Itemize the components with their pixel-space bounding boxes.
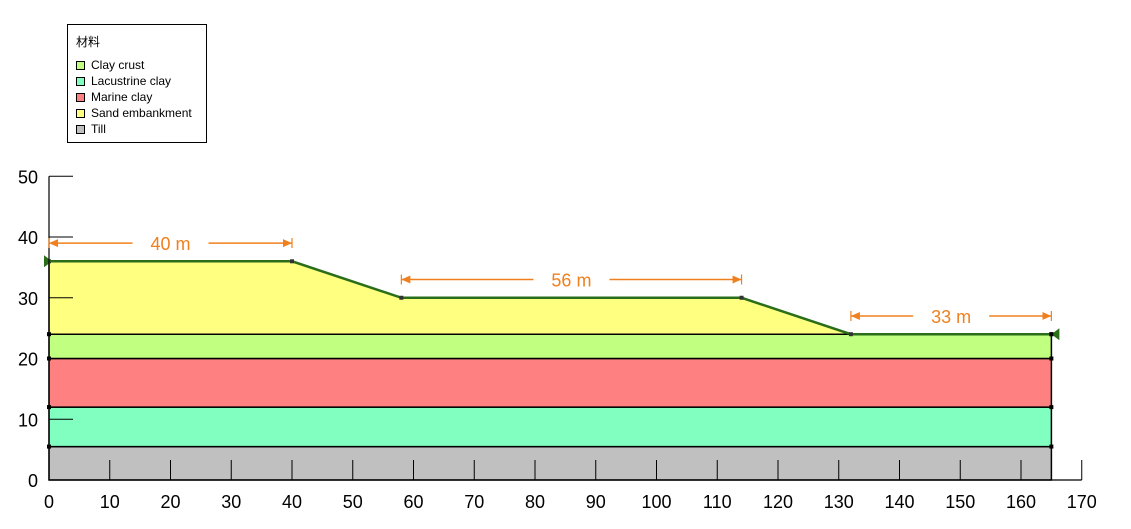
layer-marine-clay — [48, 357, 1053, 408]
dimension-label: 33 m — [931, 307, 971, 327]
legend-item-lacustrine-clay: Lacustrine clay — [76, 74, 171, 88]
x-tick-label: 160 — [1006, 492, 1036, 512]
boundary-marker-left — [44, 255, 52, 268]
y-tick-label: 20 — [18, 350, 38, 370]
soil-layers — [48, 260, 1053, 481]
legend-swatch-marine-clay — [76, 92, 85, 102]
y-tick-label: 50 — [18, 167, 38, 187]
ground-surface-line — [49, 260, 1052, 336]
x-tick-label: 80 — [525, 492, 545, 512]
y-tick-label: 40 — [18, 228, 38, 248]
dimension-label: 40 m — [150, 234, 190, 254]
surface-vertex — [848, 332, 853, 337]
layer-lacustrine-clay — [48, 406, 1053, 448]
legend-swatch-sand-embankment — [76, 108, 85, 118]
y-tick-label: 10 — [18, 410, 38, 430]
legend-item-marine-clay: Marine clay — [76, 90, 152, 104]
x-tick-label: 40 — [282, 492, 302, 512]
x-tick-label: 10 — [100, 492, 120, 512]
dimension-lines: 40 m 56 m 33 m — [48, 234, 1052, 327]
legend-title: 材料 — [76, 35, 101, 49]
layer-vertex — [1049, 405, 1054, 410]
legend-label-till: Till — [91, 122, 106, 136]
legend-swatch-clay-crust — [76, 60, 85, 70]
x-tick-label: 170 — [1067, 492, 1097, 512]
legend-item-sand-embankment: Sand embankment — [76, 106, 192, 120]
x-tick-label: 60 — [403, 492, 423, 512]
legend-label-clay-crust: Clay crust — [91, 58, 145, 72]
x-tick-label: 110 — [703, 492, 732, 512]
surface-vertex — [739, 295, 744, 300]
y-tick-label: 30 — [18, 289, 38, 309]
x-tick-label: 120 — [763, 492, 793, 512]
x-tick-label: 0 — [44, 492, 54, 512]
x-tick-label: 130 — [824, 492, 854, 512]
legend-label-lacustrine-clay: Lacustrine clay — [91, 74, 172, 88]
legend-label-marine-clay: Marine clay — [91, 90, 153, 104]
x-tick-label: 20 — [160, 492, 180, 512]
x-tick-label: 100 — [641, 492, 671, 512]
layer-vertex — [1049, 332, 1054, 337]
legend-item-till: Till — [76, 122, 106, 136]
dimension-label: 56 m — [551, 271, 591, 291]
surface-vertex — [290, 259, 294, 264]
layer-vertex — [1049, 444, 1054, 449]
x-tick-label: 140 — [884, 492, 914, 512]
axes: 0 10 20 30 40 50 60 70 80 90 100 110 120 130 140 150 160… — [18, 167, 1097, 512]
legend-item-clay-crust: Clay crust — [76, 58, 144, 72]
layer-clay-crust — [48, 333, 1053, 360]
x-tick-label: 90 — [586, 492, 606, 512]
surface-vertex — [399, 295, 404, 300]
legend-swatch-till — [76, 124, 85, 134]
x-tick-label: 150 — [945, 492, 975, 512]
x-tick-label: 70 — [464, 492, 484, 512]
legend-swatch-lacustrine-clay — [76, 76, 85, 86]
x-tick-label: 50 — [343, 492, 363, 512]
layer-till — [48, 445, 1053, 481]
x-tick-label: 30 — [221, 492, 241, 512]
y-tick-label: 0 — [28, 471, 38, 491]
legend-label-sand-embankment: Sand embankment — [91, 106, 192, 120]
legend: 材料 Clay crust Lacustrine clay Marine cla… — [67, 24, 207, 143]
boundary-marker-right — [1051, 328, 1060, 341]
layer-vertex — [1049, 356, 1054, 361]
